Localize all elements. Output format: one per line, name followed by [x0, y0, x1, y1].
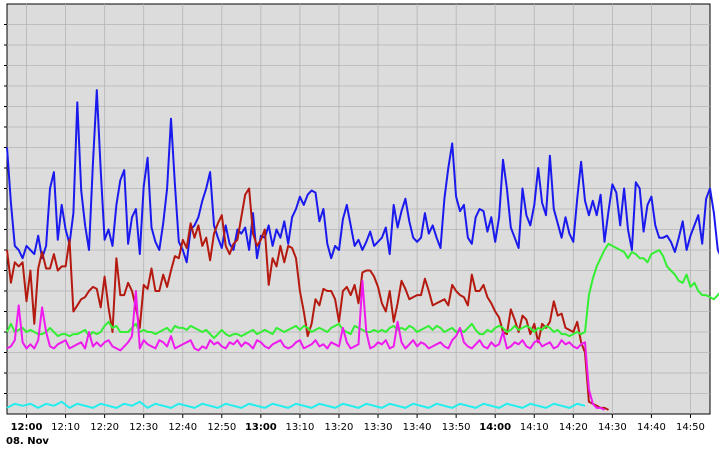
x-tick-label: 13:10: [286, 422, 315, 433]
x-tick-label: 12:10: [51, 422, 80, 433]
series-line-5: [6, 400, 586, 409]
series-line-4: [6, 279, 605, 411]
x-tick-label: 12:40: [168, 422, 197, 433]
x-tick-label: 12:30: [129, 422, 158, 433]
x-tick-label: 12:20: [90, 422, 119, 433]
x-tick-label: 14:40: [637, 422, 666, 433]
x-tick-label: 12:00: [11, 422, 43, 433]
x-tick-label: 14:10: [520, 422, 549, 433]
x-tick-label: 14:00: [479, 422, 511, 433]
x-tick-label: 12:50: [207, 422, 236, 433]
x-tick-label: 14:50: [676, 422, 705, 433]
x-axis-ticks: 12:00 12:10 12:20 12:30 12:40 12:50 13:00 13:10…: [11, 414, 705, 433]
series-line-2: [6, 187, 609, 411]
x-tick-label: 13:30: [364, 422, 393, 433]
x-tick-label: 14:30: [598, 422, 627, 433]
x-tick-label: 13:50: [442, 422, 471, 433]
x-tick-label: 13:00: [245, 422, 277, 433]
series-line-3: [6, 242, 719, 340]
x-tick-label: 14:20: [559, 422, 588, 433]
grid-lines: [4, 4, 710, 414]
series-lines: [6, 89, 719, 411]
x-tick-label: 13:20: [325, 422, 354, 433]
x-tick-label: 13:40: [403, 422, 432, 433]
date-label: 08. Nov: [6, 436, 49, 447]
